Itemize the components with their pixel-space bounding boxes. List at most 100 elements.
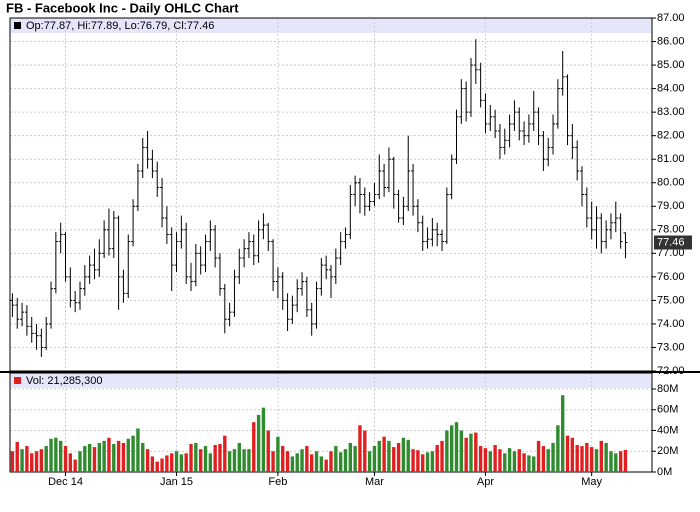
volume-bar: [39, 449, 44, 472]
volume-bar: [237, 442, 241, 472]
volume-bar: [34, 451, 39, 472]
last-price-box: [654, 235, 692, 250]
legend-swatch: [14, 22, 21, 29]
volume-bar: [203, 446, 208, 472]
volume-bar: [334, 446, 338, 472]
volume-bar: [290, 456, 295, 472]
volume-bar: [15, 441, 19, 472]
volume-bar: [392, 447, 396, 472]
volume-bar: [242, 449, 246, 472]
volume-bar: [387, 440, 391, 472]
volume-bar: [145, 449, 150, 472]
y-tick-label: 74.00: [657, 318, 685, 330]
volume-bar: [377, 440, 381, 472]
ohlc-legend: Op:77.87, Hi:77.89, Lo:76.79, Cl:77.46: [26, 20, 214, 32]
volume-bar: [324, 459, 328, 472]
volume-bar: [575, 445, 579, 472]
y-tick-label: 85.00: [657, 59, 685, 71]
volume-bar: [276, 436, 280, 472]
volume-bar: [44, 446, 48, 472]
y-tick-label: 75.00: [657, 294, 685, 306]
volume-bar: [87, 443, 92, 472]
volume-bar: [305, 446, 309, 472]
volume-bar: [319, 456, 324, 472]
volume-bar: [416, 450, 420, 472]
last-price-label: 77.46: [657, 236, 685, 248]
volume-bar: [107, 437, 111, 472]
volume-bar: [30, 453, 34, 472]
volume-bar: [570, 437, 575, 472]
y-tick-label: 73.00: [657, 341, 685, 353]
volume-bar: [348, 442, 352, 472]
x-tick-label: Apr: [477, 476, 494, 488]
volume-bar: [266, 430, 270, 472]
y-tick-label: 84.00: [657, 83, 685, 95]
y-tick-label: 0M: [657, 466, 672, 478]
volume-bar: [112, 443, 116, 472]
volume-bar: [271, 451, 275, 472]
volume-bar: [541, 446, 546, 472]
volume-bar: [546, 449, 550, 472]
y-tick-label: 87.00: [657, 12, 685, 24]
x-tick-label: May: [581, 476, 602, 488]
volume-bar: [83, 446, 87, 472]
volume-bar: [498, 449, 502, 472]
volume-bar: [449, 425, 454, 472]
volume-bar: [580, 446, 584, 472]
volume-bar: [609, 451, 613, 472]
volume-bar: [614, 453, 618, 472]
volume-bar: [382, 436, 386, 472]
volume-bar: [285, 451, 290, 472]
volume-bar: [136, 428, 140, 472]
volume-bar: [536, 440, 541, 472]
volume-bar: [252, 422, 256, 472]
chart-title: FB - Facebook Inc - Daily OHLC Chart: [6, 0, 239, 15]
volume-bar: [594, 449, 599, 472]
x-tick-label: Feb: [268, 476, 287, 488]
y-tick-label: 86.00: [657, 35, 685, 47]
volume-bar: [165, 455, 169, 472]
volume-bar: [343, 449, 348, 472]
volume-bar: [261, 407, 266, 472]
volume-bar: [401, 437, 406, 472]
y-tick-label: 40M: [657, 424, 678, 436]
volume-bar: [194, 442, 198, 472]
volume-bar: [281, 446, 285, 472]
y-tick-label: 79.00: [657, 200, 685, 212]
volume-bar: [469, 433, 473, 472]
y-tick-label: 76.00: [657, 271, 685, 283]
volume-bar: [223, 435, 227, 472]
volume-bar: [256, 414, 261, 472]
volume-bar: [232, 449, 237, 472]
volume-bar: [532, 456, 536, 472]
volume-bar: [522, 453, 526, 472]
y-tick-label: 72.00: [657, 365, 685, 377]
legend-band: [10, 373, 652, 388]
volume-bar: [189, 443, 193, 472]
y-tick-label: 81.00: [657, 153, 685, 165]
volume-bar: [561, 395, 565, 472]
y-tick-label: 83.00: [657, 106, 685, 118]
volume-bar: [623, 449, 628, 472]
x-tick-label: Mar: [365, 476, 384, 488]
volume-bar: [396, 442, 401, 472]
volume-bar: [338, 452, 343, 472]
volume-bar: [49, 438, 53, 472]
volume-bar: [78, 451, 82, 472]
volume-bar: [363, 430, 367, 472]
volume-bar: [102, 440, 106, 472]
volume-bar: [208, 453, 213, 472]
volume-bar: [406, 439, 410, 472]
x-tick-label: Jan 15: [160, 476, 193, 488]
volume-bar: [54, 437, 58, 472]
y-tick-label: 80.00: [657, 177, 685, 189]
volume-bar: [565, 435, 570, 472]
volume-bar: [503, 453, 507, 472]
y-tick-label: 80M: [657, 383, 678, 395]
volume-bar: [459, 430, 464, 472]
volume-bar: [527, 455, 531, 472]
volume-bar: [358, 425, 362, 472]
volume-bar: [73, 459, 77, 472]
volume-bar: [184, 453, 188, 472]
